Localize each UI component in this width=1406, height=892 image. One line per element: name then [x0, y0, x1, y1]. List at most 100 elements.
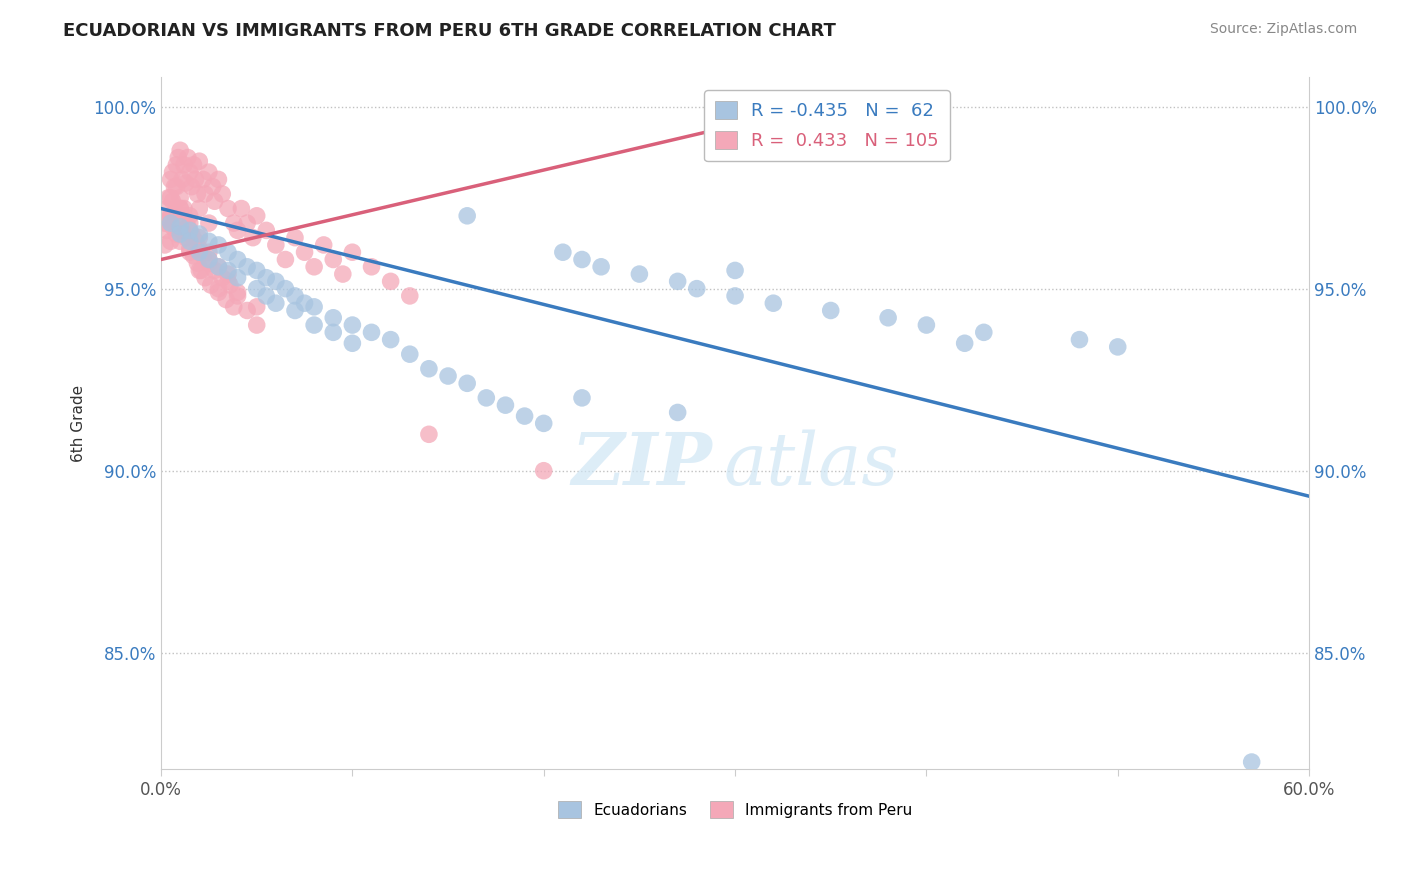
Point — [533, 417, 555, 431]
Point — [198, 252, 221, 267]
Point — [1240, 755, 1263, 769]
Point — [169, 219, 191, 234]
Point — [254, 289, 277, 303]
Point — [724, 263, 747, 277]
Point — [188, 242, 211, 256]
Point — [169, 202, 191, 216]
Point — [167, 151, 190, 165]
Point — [190, 263, 212, 277]
Point — [207, 260, 229, 274]
Point — [666, 274, 689, 288]
Point — [169, 227, 191, 241]
Point — [571, 391, 593, 405]
Point — [666, 405, 689, 419]
Point — [973, 326, 995, 340]
Point — [246, 263, 269, 277]
Point — [217, 263, 239, 277]
Text: ZIP: ZIP — [571, 429, 711, 500]
Text: atlas: atlas — [724, 430, 898, 500]
Point — [724, 289, 747, 303]
Point — [380, 274, 402, 288]
Point — [201, 179, 224, 194]
Point — [159, 216, 181, 230]
Point — [246, 282, 269, 296]
Point — [179, 245, 201, 260]
Point — [242, 230, 264, 244]
Point — [153, 216, 176, 230]
Point — [188, 245, 211, 260]
Point — [179, 223, 201, 237]
Point — [194, 270, 217, 285]
Point — [179, 216, 201, 230]
Point — [456, 376, 478, 391]
Point — [226, 223, 249, 237]
Point — [294, 296, 316, 310]
Point — [165, 179, 187, 194]
Point — [172, 223, 194, 237]
Point — [226, 289, 249, 303]
Point — [188, 154, 211, 169]
Point — [200, 278, 222, 293]
Point — [246, 300, 269, 314]
Point — [322, 310, 344, 325]
Point — [184, 235, 207, 249]
Point — [173, 158, 195, 172]
Point — [198, 256, 221, 270]
Point — [342, 245, 364, 260]
Point — [246, 318, 269, 332]
Point — [1069, 333, 1091, 347]
Point — [169, 235, 191, 249]
Point — [165, 205, 187, 219]
Point — [156, 223, 179, 237]
Point — [184, 172, 207, 186]
Point — [163, 179, 186, 194]
Point — [169, 202, 191, 216]
Point — [437, 369, 460, 384]
Point — [207, 238, 229, 252]
Point — [198, 252, 221, 267]
Y-axis label: 6th Grade: 6th Grade — [72, 384, 86, 462]
Point — [342, 318, 364, 332]
Point — [226, 285, 249, 300]
Point — [211, 270, 233, 285]
Point — [264, 238, 287, 252]
Point — [167, 216, 190, 230]
Point — [302, 318, 325, 332]
Point — [762, 296, 785, 310]
Point — [159, 209, 181, 223]
Point — [264, 296, 287, 310]
Point — [494, 398, 516, 412]
Point — [165, 227, 187, 241]
Point — [915, 318, 938, 332]
Point — [165, 158, 187, 172]
Point — [162, 165, 184, 179]
Point — [211, 186, 233, 201]
Point — [686, 282, 709, 296]
Point — [198, 165, 221, 179]
Point — [186, 256, 208, 270]
Point — [179, 209, 201, 223]
Point — [207, 260, 229, 274]
Point — [204, 263, 226, 277]
Point — [162, 194, 184, 209]
Point — [217, 274, 239, 288]
Point — [157, 212, 180, 227]
Point — [169, 191, 191, 205]
Point — [284, 303, 307, 318]
Point — [236, 216, 259, 230]
Point — [236, 260, 259, 274]
Point — [174, 230, 197, 244]
Point — [571, 252, 593, 267]
Point — [188, 227, 211, 241]
Point — [188, 263, 211, 277]
Point — [236, 303, 259, 318]
Text: Source: ZipAtlas.com: Source: ZipAtlas.com — [1209, 22, 1357, 37]
Point — [177, 151, 200, 165]
Point — [173, 209, 195, 223]
Point — [180, 227, 202, 241]
Point — [380, 333, 402, 347]
Point — [274, 282, 297, 296]
Point — [591, 260, 613, 274]
Point — [332, 267, 354, 281]
Point — [188, 230, 211, 244]
